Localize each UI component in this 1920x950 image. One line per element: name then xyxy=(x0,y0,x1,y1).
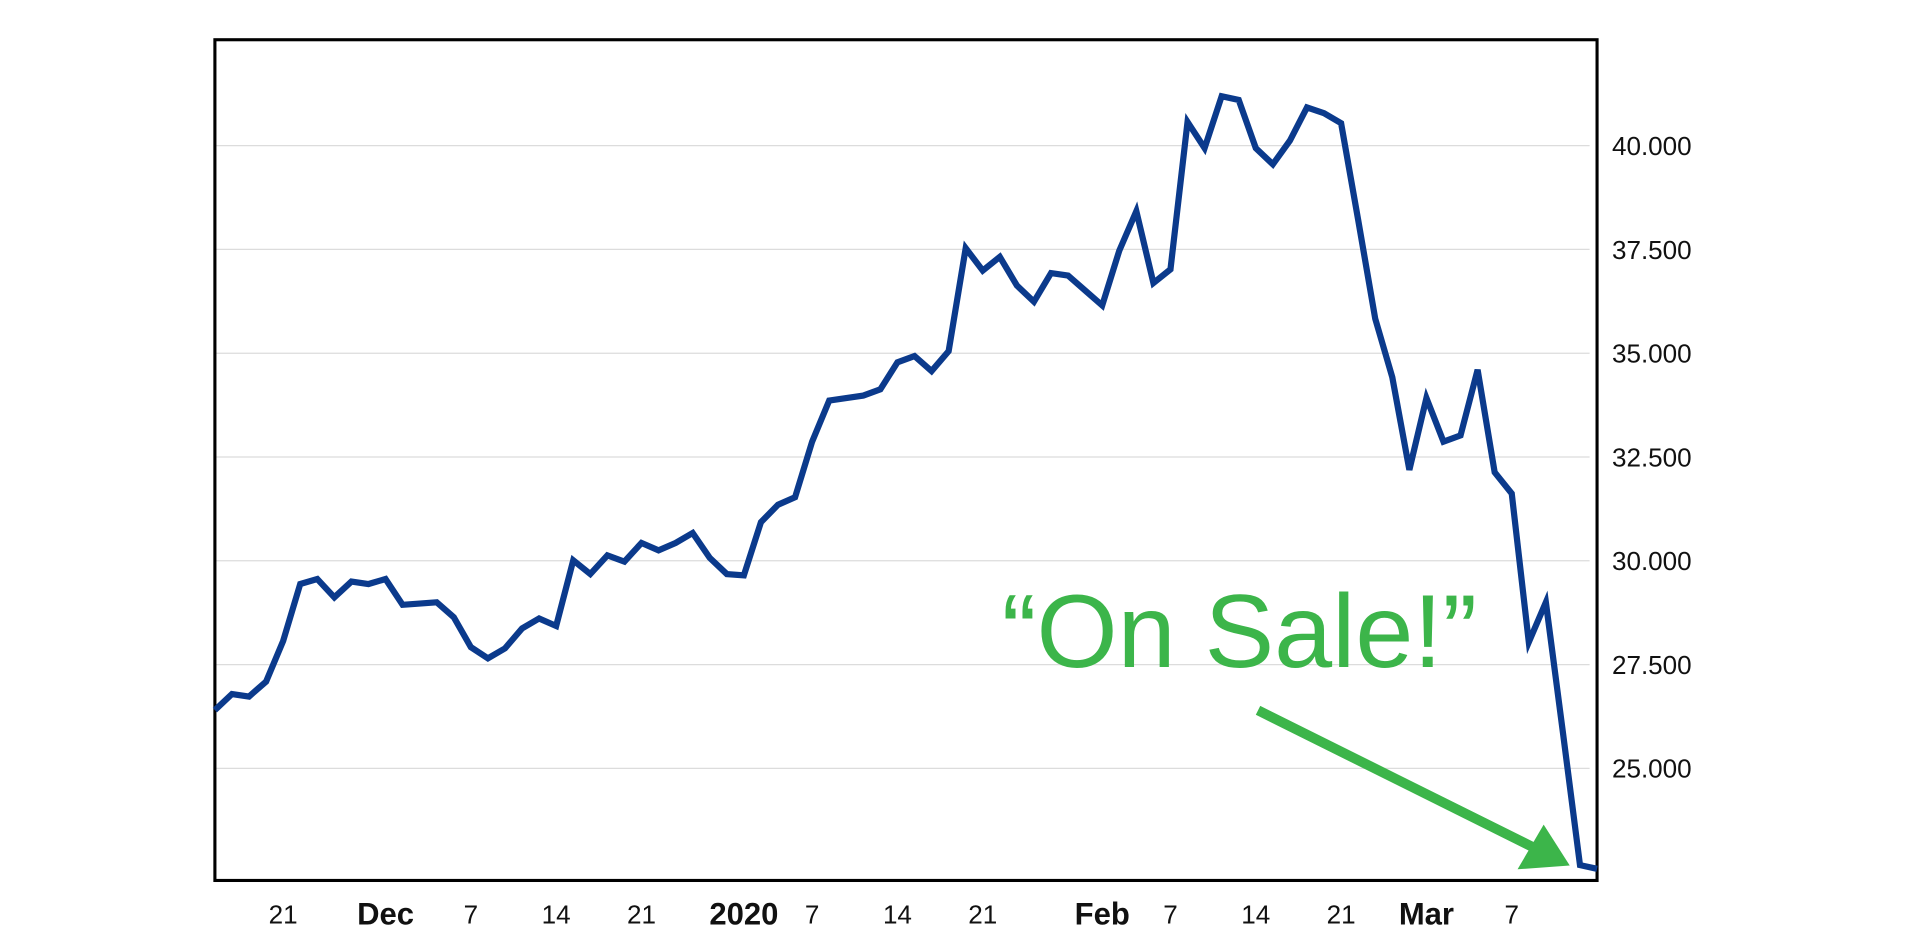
y-tick-label: 25.000 xyxy=(1612,754,1692,784)
plot-frame xyxy=(213,38,1599,883)
x-tick-label: 14 xyxy=(542,899,571,929)
x-tick-label: Dec xyxy=(357,897,414,932)
arrow-head xyxy=(1517,824,1570,870)
y-tick-label: 37.500 xyxy=(1612,235,1692,265)
x-tick-label: 7 xyxy=(1163,899,1178,929)
y-tick-label: 30.000 xyxy=(1612,546,1692,576)
y-tick-label: 40.000 xyxy=(1612,131,1692,161)
y-tick-label: 35.000 xyxy=(1612,339,1692,369)
x-tick-label: 14 xyxy=(883,899,912,929)
x-tick-label: Feb xyxy=(1075,897,1130,932)
x-tick-label: 21 xyxy=(1327,899,1356,929)
x-tick-label: 14 xyxy=(1241,899,1270,929)
price-line xyxy=(212,92,1598,872)
x-tick-label: 7 xyxy=(805,899,820,929)
x-tick-label: 21 xyxy=(627,899,656,929)
x-tick-label: 21 xyxy=(269,899,298,929)
y-tick-label: 27.500 xyxy=(1612,650,1692,680)
x-tick-label: 21 xyxy=(968,899,997,929)
x-tick-label: 7 xyxy=(464,899,479,929)
x-tick-label: 7 xyxy=(1504,899,1519,929)
annotation: “On Sale!” xyxy=(1002,574,1477,690)
x-tick-label: Mar xyxy=(1399,897,1454,932)
y-tick-label: 32.500 xyxy=(1612,442,1692,472)
x-tick-label: 2020 xyxy=(709,897,778,932)
arrow-shaft xyxy=(1255,705,1538,853)
